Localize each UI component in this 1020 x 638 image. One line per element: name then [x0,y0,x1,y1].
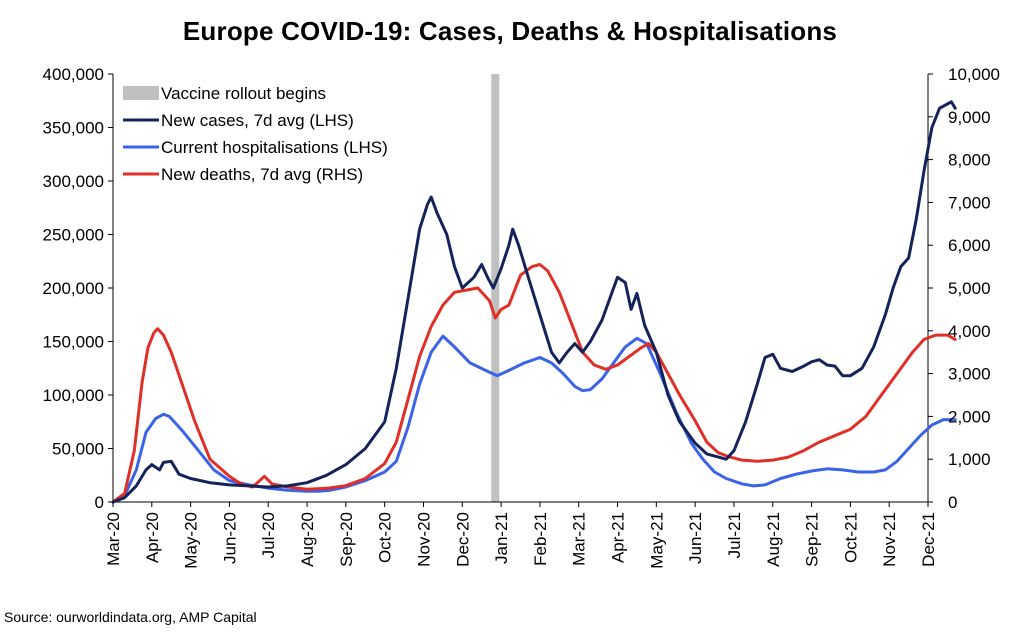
right-tick-label: 1,000 [948,450,991,469]
vaccine-rollout-band [491,74,500,502]
right-tick-label: 9,000 [948,108,991,127]
series-line-1 [111,334,957,504]
right-tick-label: 6,000 [948,236,991,255]
legend-label-1: Current hospitalisations (LHS) [161,138,388,157]
source-note: Source: ourworldindata.org, AMP Capital [4,609,257,625]
right-tick-label: 0 [948,493,957,512]
legend-label-vaccine: Vaccine rollout begins [161,84,326,103]
series-line-0 [111,100,957,504]
series-lines [111,100,957,504]
vaccine-rollout-bar [491,74,500,502]
right-tick-label: 2,000 [948,407,991,426]
right-tick-label: 8,000 [948,151,991,170]
right-tick-label: 7,000 [948,193,991,212]
left-tick-label: 0 [95,493,104,512]
x-tick-label: Oct-21 [841,512,860,563]
left-tick-label: 200,000 [43,279,104,298]
x-tick-label: May-21 [647,512,666,569]
x-tick-label: Jun-21 [686,512,705,564]
x-tick-label: Jan-21 [492,512,511,564]
x-tick-label: Sep-21 [803,512,822,567]
x-tick-label: Dec-20 [453,512,472,567]
right-tick-label: 10,000 [948,65,1000,84]
legend-label-2: New deaths, 7d avg (RHS) [161,165,363,184]
left-tick-label: 50,000 [52,440,104,459]
right-tick-label: 4,000 [948,322,991,341]
x-tick-label: Apr-20 [143,512,162,563]
x-tick-label: Sep-20 [337,512,356,567]
right-tick-label: 3,000 [948,365,991,384]
x-tick-label: Mar-20 [104,512,123,566]
x-tick-label: Aug-21 [764,512,783,567]
x-tick-label: Dec-21 [919,512,938,567]
legend: Vaccine rollout begins New cases, 7d avg … [123,84,388,184]
left-tick-label: 150,000 [43,333,104,352]
left-axis-ticks: 0 50,000 100,000 150,000 200,000 250,000 300,0… [43,65,113,512]
right-tick-label: 5,000 [948,279,991,298]
left-tick-label: 250,000 [43,226,104,245]
left-tick-label: 400,000 [43,65,104,84]
legend-swatch-vaccine [123,86,159,100]
x-tick-label: Feb-21 [531,512,550,566]
left-tick-label: 350,000 [43,119,104,138]
series-line-2 [111,263,957,504]
x-tick-label: Mar-21 [570,512,589,566]
x-tick-label: Aug-20 [298,512,317,567]
x-tick-label: Jul-20 [259,512,278,558]
x-axis-ticks: Mar-20 Apr-20 May-20 Jun-20 Jul-20 Aug-20 Sep-… [104,502,938,569]
x-tick-label: Nov-20 [414,512,433,567]
chart-svg: 0 50,000 100,000 150,000 200,000 250,000 300,0… [43,65,1000,569]
legend-label-0: New cases, 7d avg (LHS) [161,111,354,130]
chart-title: Europe COVID-19: Cases, Deaths & Hospita… [182,16,838,46]
left-tick-label: 100,000 [43,386,104,405]
right-axis-ticks: 0 1,000 2,000 3,000 4,000 5,000 6,000 7,000 8,00… [928,65,1000,512]
x-tick-label: Oct-20 [376,512,395,563]
x-tick-label: Jun-20 [220,512,239,564]
left-tick-label: 300,000 [43,172,104,191]
x-tick-label: Jul-21 [725,512,744,558]
x-tick-label: Nov-21 [880,512,899,567]
x-tick-label: Apr-21 [609,512,628,563]
x-tick-label: May-20 [182,512,201,569]
